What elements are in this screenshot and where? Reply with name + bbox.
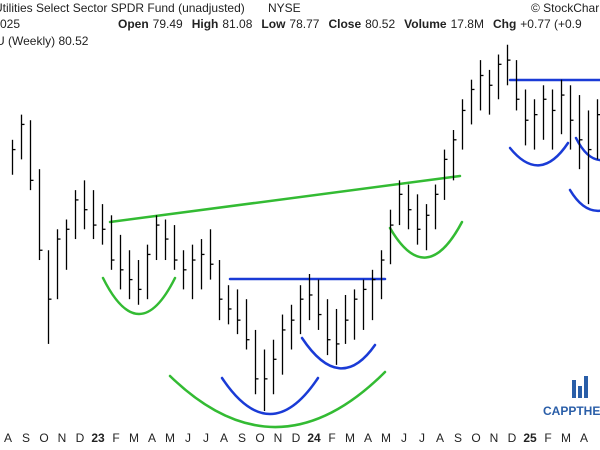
- logo-bar: [584, 376, 588, 398]
- arc: [300, 336, 377, 370]
- x-tick-label: D: [76, 431, 85, 445]
- x-tick-label: N: [58, 431, 67, 445]
- x-tick-label: J: [419, 431, 425, 445]
- quote-label: Volume: [404, 17, 447, 31]
- quote-label: Chg: [493, 17, 516, 31]
- x-tick-label: 25: [523, 431, 537, 445]
- x-tick-label: A: [364, 431, 372, 445]
- arc: [568, 188, 600, 213]
- x-tick-label: A: [4, 431, 12, 445]
- x-tick-label: N: [490, 431, 499, 445]
- x-tick-label: D: [292, 431, 301, 445]
- x-tick-label: F: [544, 431, 551, 445]
- arc: [508, 141, 570, 167]
- trendline: [108, 174, 462, 224]
- series-label: U (Weekly) 80.52: [0, 34, 89, 48]
- x-tick-label: J: [401, 431, 407, 445]
- x-tick-label: A: [580, 431, 588, 445]
- x-tick-label: J: [185, 431, 191, 445]
- quote-value: 81.08: [222, 17, 252, 31]
- x-tick-label: M: [165, 431, 175, 445]
- x-tick-label: N: [274, 431, 283, 445]
- x-tick-label: S: [238, 431, 246, 445]
- x-tick-label: 24: [307, 431, 321, 445]
- quote-value: +0.77 (+0.9: [520, 17, 582, 31]
- x-tick-label: S: [22, 431, 30, 445]
- arc: [220, 376, 320, 416]
- x-tick-label: A: [220, 431, 228, 445]
- source: © StockChar: [531, 1, 599, 15]
- logo-bar: [572, 380, 576, 398]
- x-tick-label: J: [203, 431, 209, 445]
- quote-value: 78.77: [289, 17, 319, 31]
- x-tick-label: F: [112, 431, 119, 445]
- quote-value: 80.52: [365, 17, 395, 31]
- x-tick-label: 23: [91, 431, 105, 445]
- quote-value: 79.49: [153, 17, 183, 31]
- quote-label: Low: [261, 17, 286, 31]
- x-tick-label: M: [381, 431, 391, 445]
- quote-value: 17.8M: [451, 17, 484, 31]
- arc: [101, 276, 177, 316]
- annotations: [101, 78, 600, 429]
- x-tick-label: F: [328, 431, 335, 445]
- exchange: NYSE: [268, 1, 301, 15]
- x-tick-label: A: [148, 431, 156, 445]
- x-tick-label: D: [508, 431, 517, 445]
- date-label: 025: [0, 17, 20, 31]
- x-tick-label: A: [436, 431, 444, 445]
- quote-label: Open: [118, 17, 149, 31]
- arc: [388, 220, 464, 259]
- quote-label: High: [192, 17, 219, 31]
- chart-title: Utilities Select Sector SPDR Fund (unadj…: [0, 1, 245, 15]
- quote-label: Close: [328, 17, 361, 31]
- arc: [168, 370, 387, 429]
- logo-bar: [578, 386, 582, 398]
- x-tick-label: O: [39, 431, 48, 445]
- x-tick-label: M: [561, 431, 571, 445]
- x-tick-label: M: [129, 431, 139, 445]
- watermark: CAPPTHE: [543, 404, 600, 418]
- x-tick-label: O: [255, 431, 264, 445]
- x-tick-label: O: [471, 431, 480, 445]
- x-tick-label: M: [345, 431, 355, 445]
- x-tick-label: S: [454, 431, 462, 445]
- logo: CAPPTHE: [543, 376, 600, 418]
